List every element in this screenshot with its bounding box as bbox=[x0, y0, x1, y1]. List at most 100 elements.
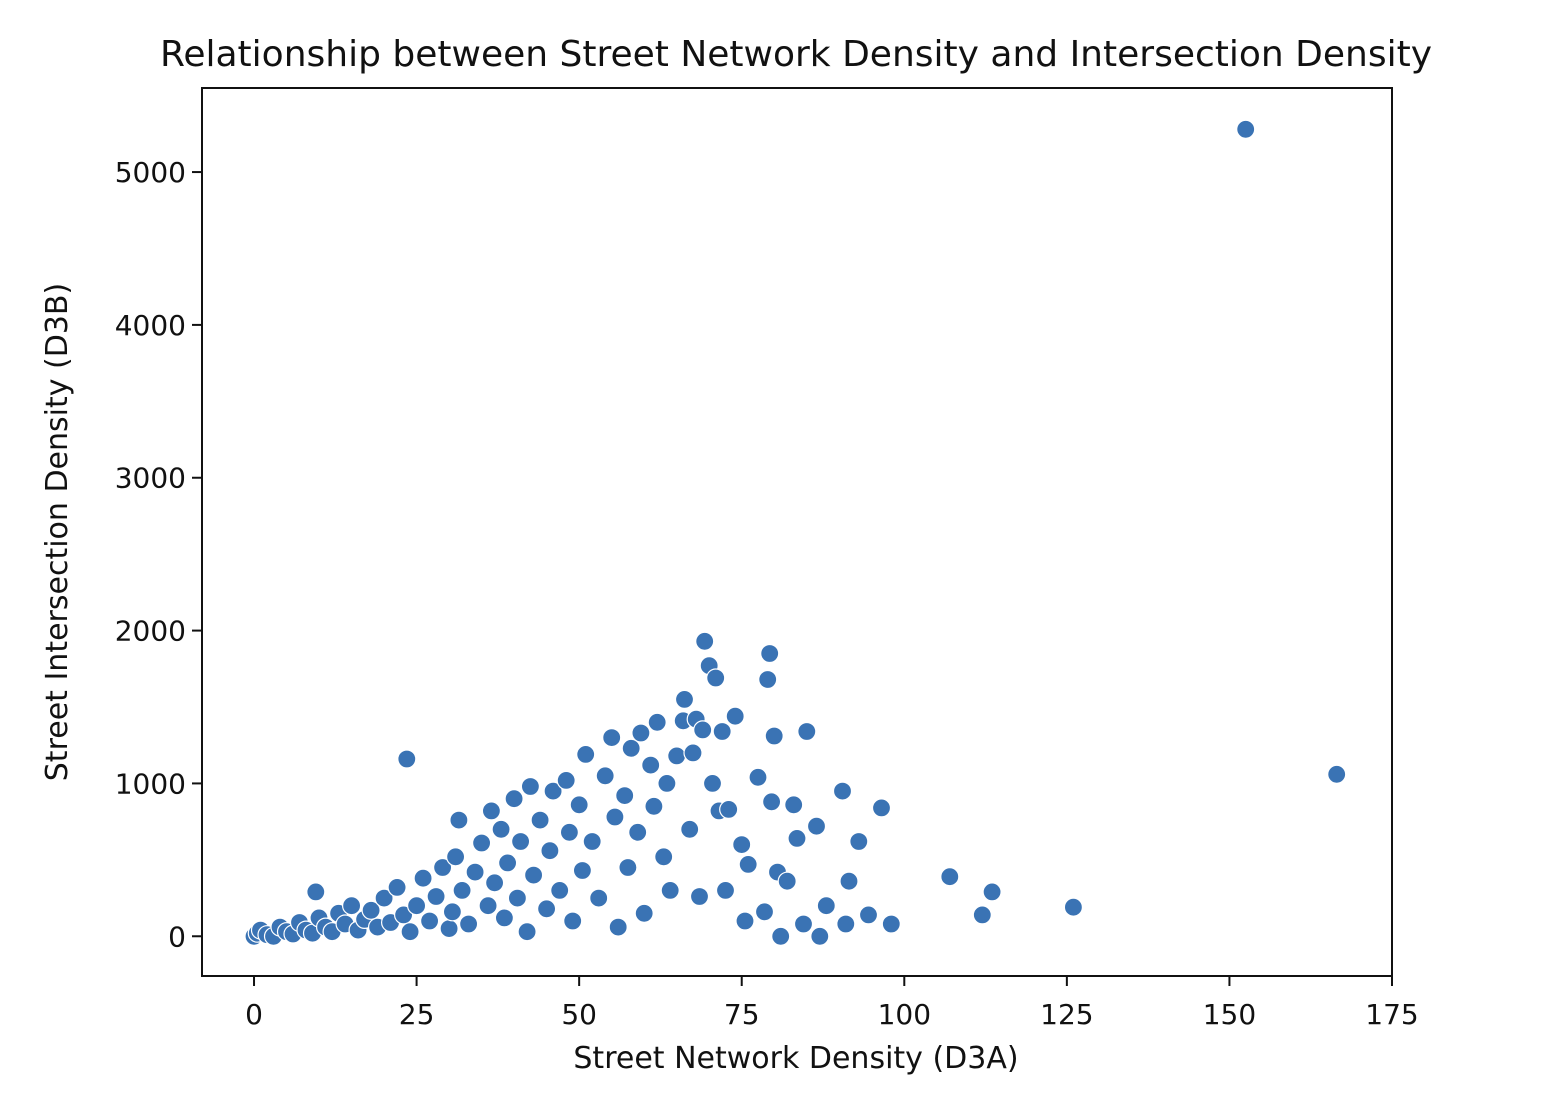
data-point bbox=[712, 721, 732, 742]
data-point bbox=[420, 911, 440, 931]
data-point bbox=[510, 831, 531, 852]
data-point bbox=[563, 911, 583, 931]
data-point bbox=[478, 896, 498, 916]
data-point bbox=[787, 828, 807, 849]
data-point bbox=[806, 816, 827, 836]
data-point bbox=[777, 871, 797, 891]
data-point bbox=[494, 908, 514, 928]
data-point bbox=[839, 871, 859, 891]
x-tick-label: 100 bbox=[878, 998, 931, 1031]
plot-frame bbox=[201, 87, 1393, 977]
data-point bbox=[569, 795, 589, 815]
data-point bbox=[342, 896, 362, 916]
data-point bbox=[576, 744, 596, 765]
data-point bbox=[615, 785, 635, 806]
data-point bbox=[449, 810, 469, 830]
data-point bbox=[732, 834, 752, 855]
data-point bbox=[760, 643, 780, 664]
y-tick-label: 1000 bbox=[115, 767, 186, 800]
data-point bbox=[634, 903, 654, 923]
data-point bbox=[858, 905, 879, 925]
data-point bbox=[735, 911, 755, 931]
data-points bbox=[244, 119, 1347, 946]
data-point bbox=[446, 847, 466, 867]
data-point bbox=[407, 896, 427, 916]
data-point bbox=[832, 781, 853, 801]
y-tick-label: 2000 bbox=[115, 615, 186, 648]
y-tick-label: 5000 bbox=[115, 156, 186, 189]
chart-title: Relationship between Street Network Dens… bbox=[160, 34, 1432, 75]
data-point bbox=[439, 918, 459, 939]
data-point bbox=[394, 905, 414, 925]
data-point bbox=[413, 868, 433, 888]
data-point bbox=[504, 789, 524, 809]
data-point bbox=[940, 867, 960, 887]
data-point bbox=[459, 914, 479, 934]
data-point bbox=[374, 888, 394, 908]
data-point bbox=[758, 669, 778, 690]
data-point bbox=[764, 726, 784, 746]
y-tick-label: 3000 bbox=[115, 462, 186, 495]
data-point bbox=[738, 854, 758, 875]
x-tick-label: 25 bbox=[399, 998, 435, 1031]
data-point bbox=[715, 880, 736, 901]
data-point bbox=[748, 767, 768, 787]
data-point bbox=[693, 720, 713, 740]
x-tick-label: 125 bbox=[1040, 998, 1093, 1031]
data-point bbox=[361, 900, 381, 920]
data-point bbox=[550, 880, 570, 901]
data-point bbox=[481, 801, 501, 821]
data-point bbox=[660, 880, 680, 901]
data-point bbox=[725, 706, 745, 726]
data-point bbox=[631, 723, 651, 743]
y-tick-label: 0 bbox=[168, 920, 186, 953]
data-point bbox=[1063, 897, 1084, 917]
data-point bbox=[871, 798, 892, 818]
data-point bbox=[556, 770, 576, 791]
data-point bbox=[498, 853, 518, 873]
data-point bbox=[644, 796, 664, 816]
data-point bbox=[621, 738, 641, 758]
data-point bbox=[1236, 119, 1256, 139]
data-point bbox=[618, 857, 638, 878]
data-point bbox=[595, 766, 615, 786]
data-point bbox=[683, 743, 703, 763]
data-point bbox=[982, 882, 1002, 902]
data-point bbox=[387, 877, 407, 898]
data-point bbox=[647, 712, 667, 732]
data-point bbox=[400, 922, 420, 942]
data-point bbox=[628, 822, 648, 842]
data-point bbox=[517, 922, 537, 942]
data-point bbox=[602, 727, 622, 748]
x-tick-label: 0 bbox=[245, 998, 263, 1031]
data-point bbox=[654, 847, 674, 867]
data-point bbox=[572, 860, 593, 881]
data-point bbox=[810, 926, 830, 946]
data-point bbox=[530, 810, 550, 830]
data-point bbox=[689, 886, 710, 907]
data-point bbox=[442, 902, 462, 922]
x-axis-label: Street Network Density (D3A) bbox=[573, 1041, 1018, 1076]
x-tick-label: 150 bbox=[1203, 998, 1256, 1031]
data-point bbox=[754, 902, 775, 922]
y-axis: 0 1000 2000 3000 4000 5000 bbox=[115, 156, 202, 953]
data-point bbox=[849, 831, 869, 852]
data-point bbox=[641, 755, 661, 775]
data-point bbox=[608, 917, 628, 937]
y-tick-label: 4000 bbox=[115, 309, 186, 342]
data-point bbox=[559, 822, 580, 842]
data-point bbox=[520, 776, 541, 797]
data-point bbox=[667, 746, 687, 766]
data-point bbox=[793, 914, 814, 934]
x-tick-label: 75 bbox=[724, 998, 760, 1031]
data-point bbox=[761, 792, 782, 812]
data-point bbox=[452, 880, 472, 901]
data-point bbox=[426, 886, 446, 907]
data-point bbox=[657, 773, 677, 794]
data-point bbox=[706, 668, 726, 688]
data-point bbox=[465, 862, 485, 882]
data-point bbox=[472, 833, 492, 853]
data-point bbox=[507, 888, 528, 908]
data-point bbox=[589, 888, 609, 908]
data-point bbox=[491, 819, 511, 839]
